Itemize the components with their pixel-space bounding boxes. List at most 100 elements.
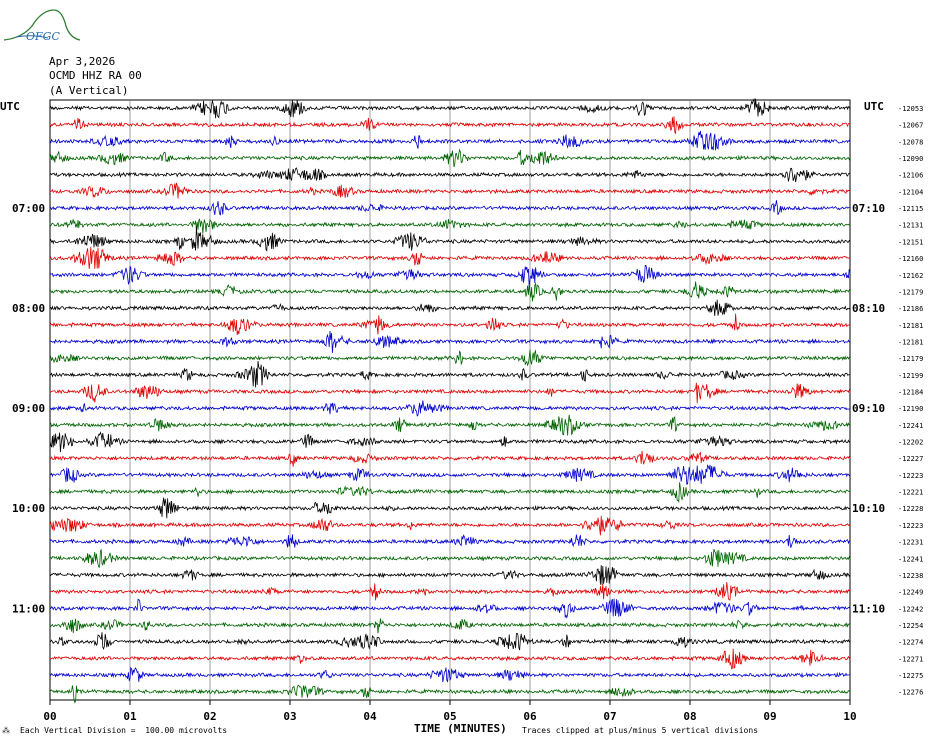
trace-line-30 xyxy=(49,598,851,619)
trace-offset-label: -12181 xyxy=(898,322,923,330)
trace-line-34 xyxy=(49,666,851,683)
x-tick-label: 02 xyxy=(203,710,217,723)
trace-offset-label: -12115 xyxy=(898,205,923,213)
trace-offset-label: -12271 xyxy=(898,655,923,663)
trace-offset-label: -12106 xyxy=(898,172,923,180)
trace-offset-label: -12228 xyxy=(898,505,923,513)
left-time-label: 10:00 xyxy=(12,502,45,515)
x-tick-label: 01 xyxy=(123,710,137,723)
left-time-label: 09:00 xyxy=(12,402,45,415)
trace-offset-label: -12275 xyxy=(898,672,923,680)
trace-line-16 xyxy=(49,360,851,388)
right-time-label: 11:10 xyxy=(852,602,885,615)
trace-line-6 xyxy=(49,200,851,216)
trace-line-14 xyxy=(49,330,851,354)
trace-offset-label: -12238 xyxy=(898,572,923,580)
trace-line-19 xyxy=(49,414,851,436)
trace-line-31 xyxy=(49,618,851,634)
trace-offset-label: -12249 xyxy=(898,589,923,597)
trace-line-35 xyxy=(49,684,851,704)
x-tick-label: 10 xyxy=(843,710,857,723)
clip-note: Traces clipped at plus/minus 5 vertical … xyxy=(522,726,759,735)
trace-line-20 xyxy=(49,431,850,453)
trace-line-13 xyxy=(49,313,851,336)
trace-line-23 xyxy=(49,482,851,504)
trace-offset-label: -12160 xyxy=(898,255,923,263)
trace-line-8 xyxy=(49,226,851,252)
trace-offset-label: -12227 xyxy=(898,455,923,463)
trace-offset-label: -12199 xyxy=(898,372,923,380)
trace-line-3 xyxy=(49,148,851,168)
trace-offset-label: -12221 xyxy=(898,489,923,497)
trace-line-18 xyxy=(49,400,851,417)
trace-offset-label: -12242 xyxy=(898,605,923,613)
trace-line-2 xyxy=(49,130,851,151)
trace-offset-label: -12090 xyxy=(898,155,923,163)
trace-line-28 xyxy=(49,565,851,585)
right-time-label: 10:10 xyxy=(852,502,885,515)
utc-label-left: UTC xyxy=(0,100,20,113)
trace-offset-label: -12254 xyxy=(898,622,923,630)
trace-line-29 xyxy=(49,581,851,601)
trace-line-15 xyxy=(49,349,851,367)
trace-offset-label: -12241 xyxy=(898,555,923,563)
trace-line-26 xyxy=(49,534,851,548)
x-tick-label: 06 xyxy=(523,710,537,723)
left-time-label: 11:00 xyxy=(12,602,45,615)
trace-offset-label: -12162 xyxy=(898,272,923,280)
trace-line-5 xyxy=(50,182,851,199)
trace-offset-label: -12223 xyxy=(898,472,923,480)
trace-offset-label: -12078 xyxy=(898,138,923,146)
right-time-label: 08:10 xyxy=(852,302,885,315)
trace-line-32 xyxy=(49,632,851,651)
x-tick-label: 04 xyxy=(363,710,377,723)
trace-line-12 xyxy=(49,299,851,316)
trace-line-4 xyxy=(49,167,851,183)
trace-line-10 xyxy=(49,264,851,288)
trace-offset-label: -12186 xyxy=(898,305,923,313)
trace-offset-label: -12179 xyxy=(898,288,923,296)
trace-offset-label: -12276 xyxy=(898,689,923,697)
trace-line-11 xyxy=(49,281,851,302)
trace-offset-label: -12131 xyxy=(898,222,923,230)
trace-offset-label: -12184 xyxy=(898,388,923,396)
trace-offset-label: -12241 xyxy=(898,422,923,430)
x-tick-label: 03 xyxy=(283,710,297,723)
right-time-label: 07:10 xyxy=(852,202,885,215)
trace-line-24 xyxy=(49,497,851,519)
trace-offset-label: -12151 xyxy=(898,238,923,246)
left-time-label: 08:00 xyxy=(12,302,45,315)
trace-line-1 xyxy=(49,116,851,135)
station-code: OCMD HHZ RA 00 xyxy=(49,69,142,82)
right-time-label: 09:10 xyxy=(852,402,885,415)
trace-offset-label: -12067 xyxy=(898,122,923,130)
trace-offset-label: -12231 xyxy=(898,539,923,547)
seismograph-logo-icon: OFGC xyxy=(3,9,81,43)
mark-icon: ⁂ xyxy=(2,726,10,735)
x-tick-label: 09 xyxy=(763,710,777,723)
trace-line-17 xyxy=(49,382,851,404)
trace-offset-label: -12223 xyxy=(898,522,923,530)
trace-line-9 xyxy=(49,246,851,269)
scale-note: Each Vertical Division = 100.00 microvol… xyxy=(20,726,228,735)
trace-offset-label: -12179 xyxy=(898,355,923,363)
component-label: (A Vertical) xyxy=(49,84,129,97)
trace-line-25 xyxy=(49,515,851,536)
x-tick-label: 07 xyxy=(603,710,617,723)
x-tick-label: 00 xyxy=(43,710,57,723)
plot-date: Apr 3,2026 xyxy=(49,55,116,68)
trace-line-7 xyxy=(49,218,851,234)
x-tick-label: 05 xyxy=(443,710,457,723)
trace-line-22 xyxy=(49,464,851,485)
trace-line-33 xyxy=(49,648,851,670)
trace-offset-label: -12202 xyxy=(898,439,923,447)
trace-offset-label: -12190 xyxy=(898,405,923,413)
utc-label-right: UTC xyxy=(864,100,884,113)
trace-offset-label: -12274 xyxy=(898,639,923,647)
trace-line-27 xyxy=(49,548,851,568)
trace-line-21 xyxy=(49,450,851,467)
trace-line-0 xyxy=(49,97,851,119)
x-tick-label: 08 xyxy=(683,710,697,723)
trace-offset-label: -12053 xyxy=(898,105,923,113)
